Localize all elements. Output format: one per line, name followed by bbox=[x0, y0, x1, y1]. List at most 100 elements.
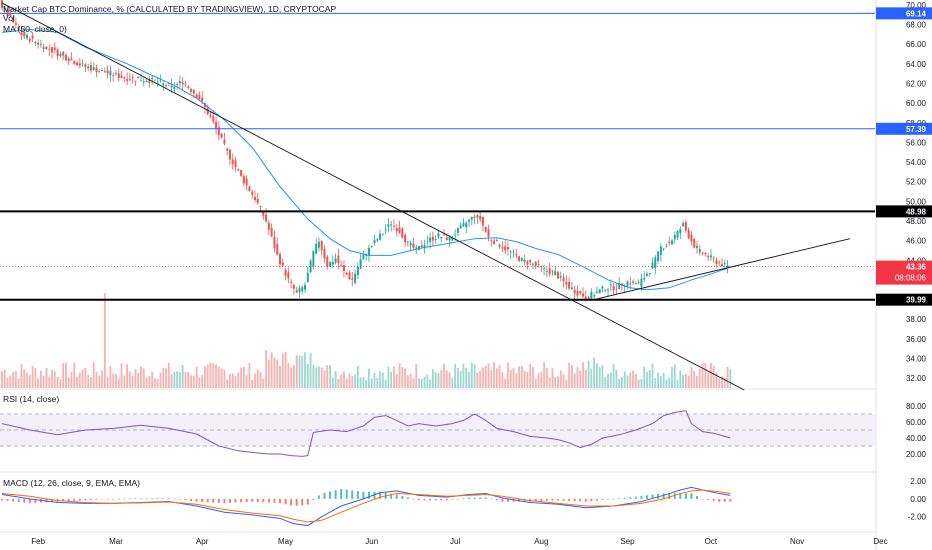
candle-body bbox=[648, 272, 651, 274]
volume-bar bbox=[229, 374, 231, 388]
candle-body bbox=[704, 252, 707, 254]
volume-bar bbox=[78, 372, 81, 388]
candle-body bbox=[287, 272, 290, 279]
candle-body bbox=[354, 273, 357, 283]
macd-hist-bar bbox=[134, 498, 137, 499]
macd-hist-bar bbox=[345, 489, 348, 499]
candle-body bbox=[545, 271, 548, 272]
candle-body bbox=[690, 234, 693, 242]
macd-hist-bar bbox=[201, 498, 204, 503]
candle-body bbox=[481, 217, 484, 226]
macd-hist-bar bbox=[523, 498, 526, 502]
volume-bar bbox=[596, 363, 598, 388]
candle-body bbox=[131, 76, 134, 78]
volume-bar bbox=[593, 357, 596, 388]
macd-hist-bar bbox=[379, 491, 382, 499]
volume-bar bbox=[112, 373, 115, 388]
candle-body bbox=[295, 290, 298, 293]
candle-body bbox=[623, 285, 626, 287]
candle-body bbox=[142, 81, 145, 83]
volume-bar bbox=[582, 362, 584, 388]
volume-bar bbox=[181, 364, 184, 388]
volume-bar bbox=[618, 378, 621, 388]
candle-body bbox=[367, 247, 370, 256]
volume-bar bbox=[726, 366, 729, 388]
candle-body bbox=[89, 65, 92, 71]
candle-body bbox=[559, 276, 562, 278]
price-tick-label: 62.00 bbox=[906, 79, 927, 88]
volume-bar bbox=[329, 364, 331, 388]
candle-body bbox=[451, 237, 454, 241]
candle-body bbox=[540, 265, 543, 267]
rsi-tick-label: 80.00 bbox=[906, 402, 927, 411]
volume-bar bbox=[523, 370, 526, 388]
candle-body bbox=[626, 281, 629, 287]
candle-body bbox=[512, 251, 515, 253]
volume-bar bbox=[512, 368, 515, 388]
candle-body bbox=[304, 284, 307, 290]
macd-hist-bar bbox=[684, 493, 687, 499]
volume-bar bbox=[615, 369, 618, 388]
price-tick-label: 64.00 bbox=[906, 60, 927, 69]
volume-bar bbox=[390, 371, 393, 388]
volume-bar bbox=[412, 378, 415, 388]
volume-bar bbox=[693, 371, 696, 388]
volume-bar bbox=[673, 364, 676, 388]
candle-body bbox=[31, 35, 34, 39]
volume-bar bbox=[23, 369, 26, 388]
candle-body bbox=[390, 224, 393, 226]
candle-body bbox=[362, 254, 365, 260]
candle-body bbox=[123, 77, 126, 79]
candle-body bbox=[320, 240, 323, 251]
candle-body bbox=[557, 272, 559, 279]
price-tick-label: 56.00 bbox=[906, 138, 927, 147]
candle-body bbox=[687, 229, 690, 239]
volume-bar bbox=[345, 378, 348, 388]
macd-hist-bar bbox=[290, 498, 293, 506]
candle-body bbox=[565, 281, 568, 285]
candle-body bbox=[632, 281, 635, 283]
macd-hist-bar bbox=[162, 498, 165, 499]
volume-bar bbox=[707, 373, 710, 388]
macd-hist-bar bbox=[223, 498, 226, 504]
volume-bar bbox=[415, 364, 418, 388]
time-tick-label: Aug bbox=[534, 537, 548, 546]
volume-bar bbox=[215, 364, 217, 388]
candle-body bbox=[523, 259, 526, 263]
candle-body bbox=[76, 62, 79, 66]
macd-hist-bar bbox=[245, 498, 248, 503]
volume-bar bbox=[526, 372, 529, 388]
candle-body bbox=[709, 255, 712, 258]
candle-body bbox=[392, 225, 395, 227]
candle-body bbox=[498, 244, 501, 247]
volume-bar bbox=[518, 366, 520, 388]
macd-hist-bar bbox=[28, 498, 31, 504]
candle-body bbox=[98, 71, 101, 73]
volume-bar bbox=[128, 371, 131, 388]
macd-hist-bar bbox=[651, 494, 654, 499]
macd-hist-bar bbox=[718, 498, 721, 502]
macd-hist-bar bbox=[484, 497, 487, 499]
candle-body bbox=[679, 229, 682, 234]
candle-body bbox=[242, 176, 245, 184]
rsi-tick-label: 20.00 bbox=[906, 450, 927, 459]
volume-bar bbox=[148, 375, 151, 388]
macd-hist-bar bbox=[34, 498, 37, 503]
volume-bar bbox=[429, 379, 432, 388]
candle-body bbox=[34, 41, 37, 43]
candle-body bbox=[217, 127, 220, 136]
volume-bar bbox=[365, 379, 368, 388]
volume-bar bbox=[167, 362, 170, 388]
macd-hist-bar bbox=[534, 498, 537, 502]
volume-bar bbox=[626, 375, 629, 388]
macd-hist-bar bbox=[423, 498, 426, 501]
volume-bar bbox=[92, 362, 95, 388]
macd-hist-bar bbox=[145, 498, 148, 499]
macd-hist-bar bbox=[23, 498, 26, 503]
candle-body bbox=[470, 217, 473, 220]
candle-body bbox=[12, 19, 15, 23]
macd-hist-bar bbox=[434, 498, 437, 501]
candle-body bbox=[531, 263, 534, 265]
candle-body bbox=[270, 228, 273, 237]
